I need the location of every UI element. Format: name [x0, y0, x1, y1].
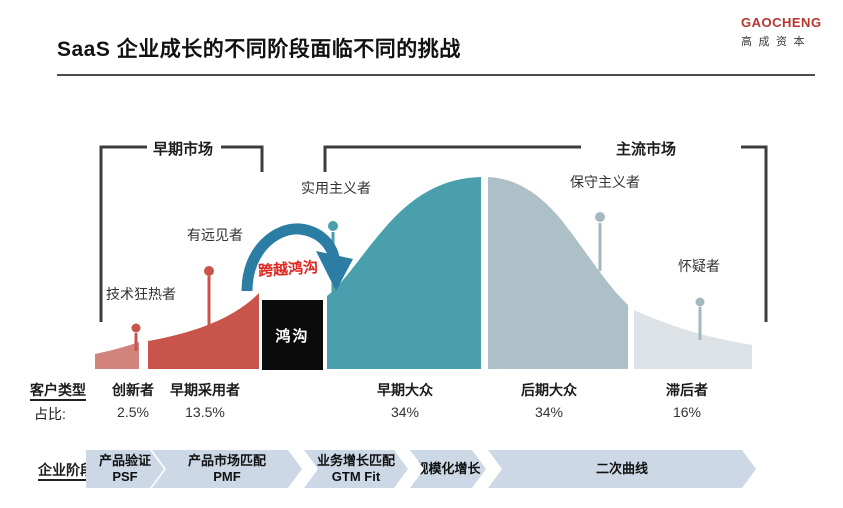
stage-line2: GTM Fit	[331, 469, 381, 484]
column-type-label: 早期采用者	[170, 382, 240, 398]
mainstream-market-label: 主流市场	[616, 141, 677, 158]
company-stage-row-header: 企业阶段	[38, 460, 94, 481]
tech-enthusiasts-pin	[131, 323, 141, 351]
late-majority-segment	[488, 177, 628, 369]
chasm-box: 鸿沟	[262, 300, 323, 370]
stage-line1: 二次曲线	[595, 460, 648, 476]
skeptics-pin	[695, 297, 705, 340]
company-logo: GAOCHENG 高成资本	[741, 15, 822, 49]
mainstream-market-bracket-right	[741, 145, 768, 322]
early-majority-segment	[327, 177, 481, 369]
chasm-crossing-arrow-arc	[241, 223, 340, 292]
persona-label-conservatives: 保守主义者	[570, 174, 640, 190]
stage-line1: 规模化增长	[415, 460, 481, 476]
mainstream-market-bracket-left	[323, 145, 581, 172]
stage-arrow-second-curve: 二次曲线	[488, 450, 756, 488]
title-divider	[57, 74, 815, 76]
customer-type-row-header: 客户类型	[30, 380, 86, 401]
logo-brand-text: GAOCHENG	[741, 15, 822, 30]
stage-line2: PMF	[213, 469, 241, 484]
column-share-value: 2.5%	[117, 404, 149, 420]
column-type-label: 早期大众	[377, 382, 433, 398]
share-row-header: 占比:	[34, 406, 66, 422]
early-adopters-segment	[148, 293, 259, 369]
customer-type-header-text: 客户类型	[30, 382, 86, 401]
column-share-value: 34%	[534, 404, 564, 420]
chasm-crossing-arrowhead	[316, 251, 353, 291]
persona-label-visionaries: 有远见者	[187, 227, 243, 243]
crossing-the-chasm-label: 跨越鸿沟	[257, 258, 319, 281]
visionaries-pin	[204, 266, 214, 333]
persona-label-skeptics: 怀疑者	[678, 258, 720, 274]
stage-arrow-pmf: 产品市场匹配 PMF	[152, 450, 302, 488]
column-share-value: 34%	[390, 404, 420, 420]
stage-line1: 业务增长匹配	[316, 452, 395, 468]
early-market-bracket-left	[99, 145, 147, 322]
column-type-label: 创新者	[112, 382, 154, 398]
stage-arrow-gtm-fit: 业务增长匹配 GTM Fit	[304, 450, 408, 488]
stage-arrow-psf: 产品验证 PSF	[86, 450, 164, 488]
conservatives-pin	[595, 212, 605, 271]
company-stage-header-text: 企业阶段	[38, 462, 94, 481]
stage-line2: PSF	[112, 469, 138, 484]
column-share-value: 16%	[672, 404, 702, 420]
column-type-label: 后期大众	[521, 382, 577, 398]
logo-brand-cn-text: 高成资本	[741, 36, 811, 48]
early-market-bracket-right	[221, 145, 264, 172]
column-share-value: 13.5%	[185, 404, 225, 420]
persona-label-pragmatists: 实用主义者	[301, 180, 371, 196]
persona-label-tech-enthusiasts: 技术狂热者	[106, 286, 176, 302]
stage-line1: 产品市场匹配	[187, 452, 266, 468]
page-title: SaaS 企业成长的不同阶段面临不同的挑战	[57, 38, 461, 61]
chasm-box-label: 鸿沟	[275, 327, 310, 345]
stage-line1: 产品验证	[98, 452, 151, 468]
innovators-segment	[95, 342, 139, 369]
laggards-segment	[634, 310, 752, 369]
early-market-label: 早期市场	[153, 141, 214, 158]
column-type-label: 滞后者	[666, 382, 708, 398]
